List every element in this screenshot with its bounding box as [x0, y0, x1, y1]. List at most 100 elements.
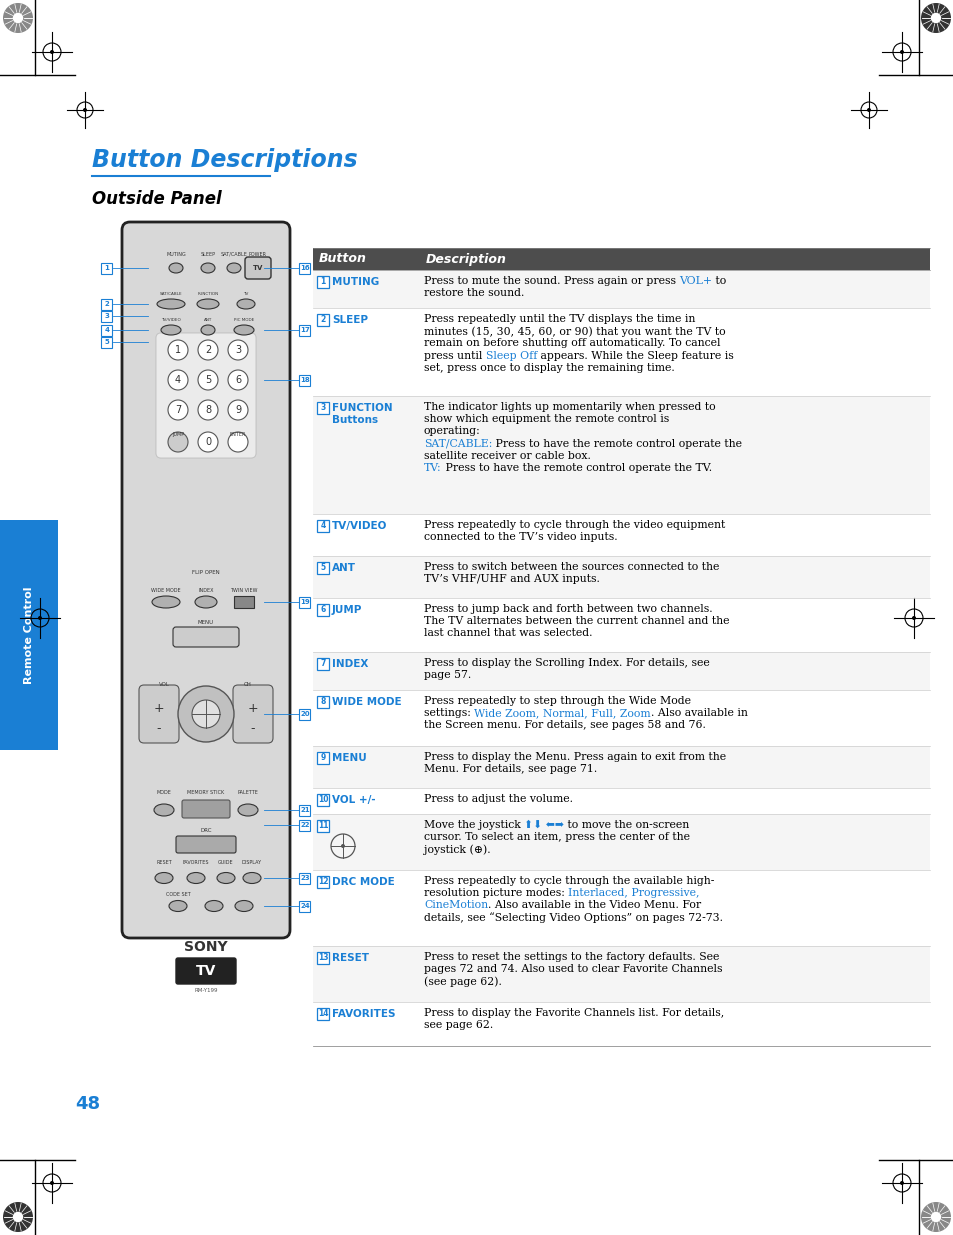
- Text: VOL: VOL: [158, 682, 170, 687]
- Bar: [313, 746, 929, 788]
- Circle shape: [228, 340, 248, 359]
- Text: Press to have the remote control operate the: Press to have the remote control operate…: [492, 438, 741, 448]
- Ellipse shape: [169, 263, 183, 273]
- Text: 23: 23: [300, 876, 310, 881]
- Text: ANT: ANT: [204, 317, 212, 322]
- Ellipse shape: [234, 900, 253, 911]
- Text: set, press once to display the remaining time.: set, press once to display the remaining…: [423, 363, 674, 373]
- Bar: [316, 820, 329, 832]
- Text: 5: 5: [320, 563, 325, 573]
- Bar: [313, 598, 929, 652]
- Text: TV: TV: [195, 965, 216, 978]
- Text: (see page 62).: (see page 62).: [423, 977, 501, 987]
- Text: page 57.: page 57.: [423, 671, 471, 680]
- Text: ANT: ANT: [332, 563, 355, 573]
- Bar: [101, 325, 112, 336]
- Text: FAVORITES: FAVORITES: [332, 1009, 395, 1019]
- Circle shape: [198, 432, 218, 452]
- Text: SAT/CABLE: SAT/CABLE: [159, 291, 182, 296]
- Text: 16: 16: [300, 266, 310, 270]
- Circle shape: [12, 1212, 23, 1223]
- Text: SAT/CABLE: SAT/CABLE: [220, 252, 247, 257]
- Ellipse shape: [161, 325, 181, 335]
- Text: DISPLAY: DISPLAY: [242, 860, 262, 864]
- Text: FAVORITES: FAVORITES: [183, 860, 209, 864]
- Ellipse shape: [236, 299, 254, 309]
- Text: to: to: [712, 275, 726, 287]
- Text: The indicator lights up momentarily when pressed to: The indicator lights up momentarily when…: [423, 403, 715, 412]
- Circle shape: [38, 616, 42, 620]
- Text: 22: 22: [300, 823, 310, 827]
- Bar: [299, 597, 310, 608]
- Text: cursor. To select an item, press the center of the: cursor. To select an item, press the cen…: [423, 832, 689, 842]
- FancyBboxPatch shape: [233, 685, 273, 743]
- Text: 4: 4: [174, 375, 181, 385]
- Text: restore the sound.: restore the sound.: [423, 288, 524, 298]
- Bar: [316, 876, 329, 888]
- Text: 5: 5: [205, 375, 211, 385]
- Text: INDEX: INDEX: [198, 588, 213, 593]
- Bar: [316, 752, 329, 764]
- FancyBboxPatch shape: [175, 836, 235, 853]
- Text: Interlaced, Progressive,: Interlaced, Progressive,: [568, 888, 700, 898]
- Bar: [313, 396, 929, 514]
- Bar: [313, 814, 929, 869]
- Text: 1: 1: [174, 345, 181, 354]
- Ellipse shape: [196, 299, 219, 309]
- Text: TV/VIDEO: TV/VIDEO: [161, 317, 181, 322]
- Ellipse shape: [227, 263, 241, 273]
- Bar: [233, 597, 253, 608]
- Ellipse shape: [154, 872, 172, 883]
- FancyBboxPatch shape: [156, 333, 255, 458]
- Bar: [0, 520, 58, 750]
- Text: 7: 7: [320, 659, 325, 668]
- Text: details, see “Selecting Video Options” on pages 72-73.: details, see “Selecting Video Options” o…: [423, 913, 722, 924]
- Text: 17: 17: [300, 327, 310, 333]
- Text: 19: 19: [300, 599, 310, 605]
- Text: TV: TV: [243, 291, 249, 296]
- FancyBboxPatch shape: [182, 800, 230, 818]
- Circle shape: [12, 12, 23, 23]
- Bar: [313, 869, 929, 946]
- Text: Press to reset the settings to the factory defaults. See: Press to reset the settings to the facto…: [423, 952, 719, 962]
- Text: remain on before shutting off automatically. To cancel: remain on before shutting off automatica…: [423, 338, 720, 348]
- Text: RESET: RESET: [332, 953, 369, 963]
- Text: POWER: POWER: [249, 252, 267, 257]
- Text: FUNCTION
Buttons: FUNCTION Buttons: [332, 403, 393, 425]
- Text: settings:: settings:: [423, 708, 474, 719]
- Bar: [299, 374, 310, 385]
- Text: Press to display the Favorite Channels list. For details,: Press to display the Favorite Channels l…: [423, 1008, 723, 1018]
- Text: Button Descriptions: Button Descriptions: [91, 148, 357, 172]
- Circle shape: [899, 49, 903, 54]
- Circle shape: [168, 400, 188, 420]
- Text: MENU: MENU: [197, 620, 213, 625]
- Text: 8: 8: [205, 405, 211, 415]
- Text: . Also available in: . Also available in: [650, 708, 747, 719]
- Text: appears. While the Sleep feature is: appears. While the Sleep feature is: [537, 351, 733, 361]
- Circle shape: [198, 340, 218, 359]
- Ellipse shape: [201, 325, 214, 335]
- Circle shape: [168, 340, 188, 359]
- Ellipse shape: [237, 804, 257, 816]
- Text: Outside Panel: Outside Panel: [91, 190, 221, 207]
- Text: 18: 18: [300, 377, 310, 383]
- Text: CH: CH: [244, 682, 252, 687]
- Text: FLIP OPEN: FLIP OPEN: [192, 571, 219, 576]
- Circle shape: [866, 107, 870, 112]
- Text: SLEEP: SLEEP: [332, 315, 368, 325]
- Bar: [316, 604, 329, 616]
- Text: DRC MODE: DRC MODE: [332, 877, 395, 887]
- Bar: [299, 709, 310, 720]
- Bar: [316, 275, 329, 288]
- Text: to move the on-screen: to move the on-screen: [564, 820, 689, 830]
- Ellipse shape: [187, 872, 205, 883]
- Bar: [313, 652, 929, 690]
- Text: 1: 1: [320, 278, 325, 287]
- Ellipse shape: [216, 872, 234, 883]
- Circle shape: [340, 844, 345, 848]
- Text: ENTER: ENTER: [230, 432, 246, 437]
- Bar: [299, 325, 310, 336]
- Bar: [299, 263, 310, 273]
- Bar: [316, 520, 329, 532]
- Circle shape: [198, 400, 218, 420]
